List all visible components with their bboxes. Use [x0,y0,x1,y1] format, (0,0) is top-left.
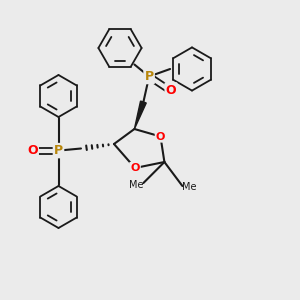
Text: O: O [130,163,140,173]
Text: P: P [54,144,63,157]
Text: O: O [166,83,176,97]
Text: Me: Me [129,179,143,190]
Text: O: O [156,131,165,142]
Text: P: P [145,70,154,83]
Text: Me: Me [182,182,196,193]
Polygon shape [134,101,146,129]
Text: O: O [27,144,38,157]
